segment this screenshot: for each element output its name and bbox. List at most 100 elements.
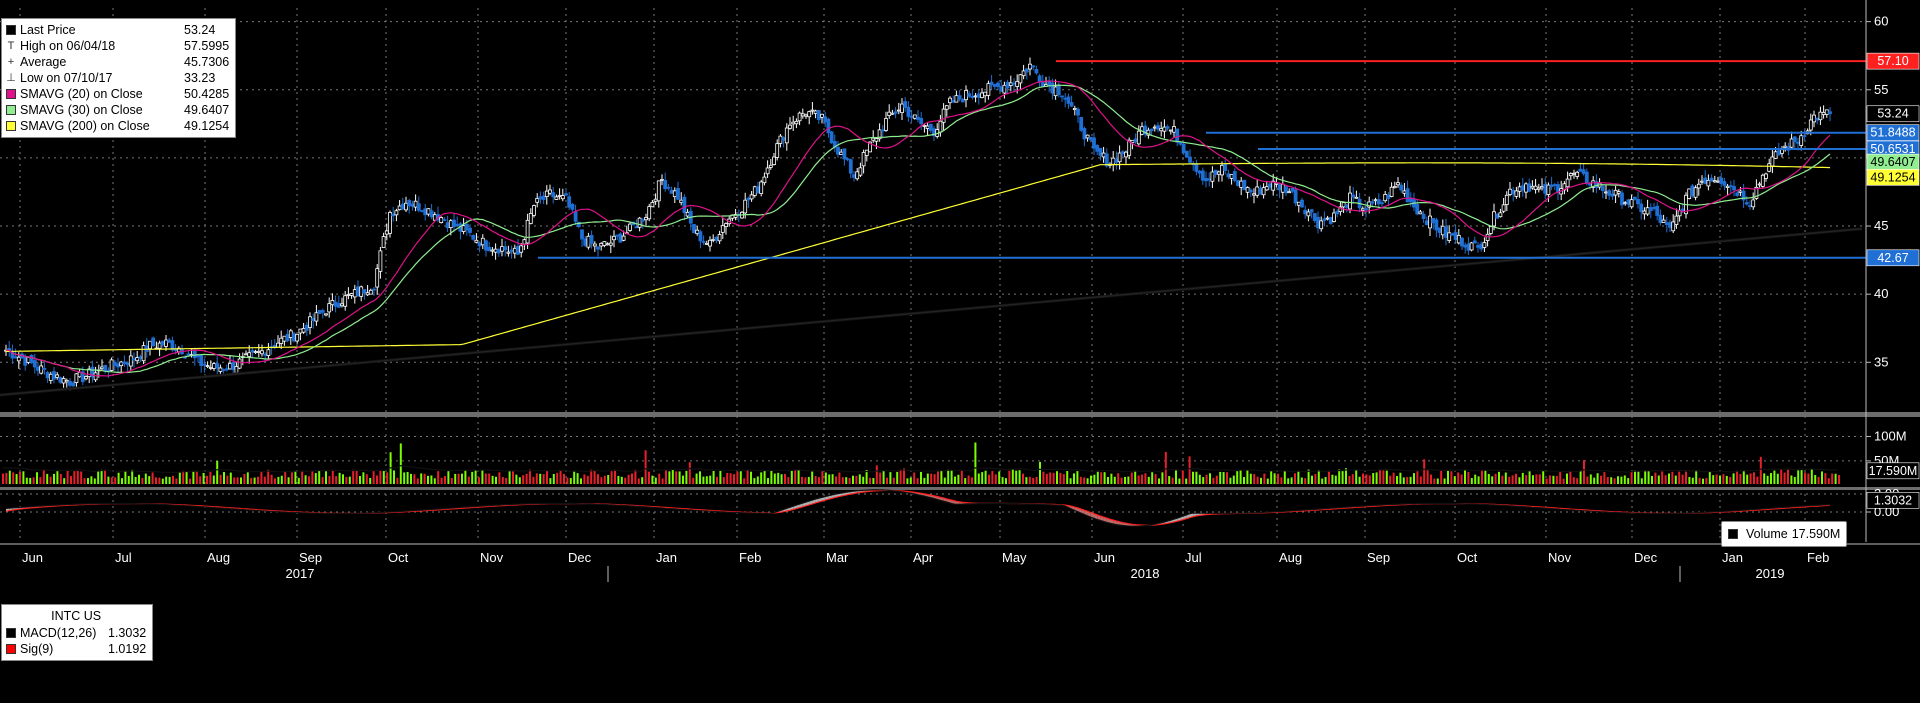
candle-body [746,197,751,201]
volume-bar [1273,473,1276,484]
volume-bar [32,477,35,484]
volume-bar [1766,475,1769,484]
volume-bar [1151,472,1154,484]
volume-bar [1807,473,1810,484]
candle-body [612,235,616,241]
volume-bar [430,475,433,484]
candle-body [1066,96,1071,104]
volume-bar [573,471,576,484]
volume-bar [729,473,732,484]
candle-body [621,235,626,241]
volume-bar [253,477,256,484]
volume-bar [1739,473,1742,484]
candle-body [528,213,533,224]
candle-body [618,233,623,243]
volume-bar [1277,473,1279,484]
candle-body [804,114,808,117]
volume-bar [1593,477,1596,484]
candle-body [1226,173,1231,178]
volume-bar [1338,469,1341,484]
volume-bar [1209,473,1211,484]
candle-body [1514,190,1519,197]
candle-body [564,193,568,196]
volume-bar [1484,470,1487,484]
candle-body [647,206,652,220]
candle-body [103,364,108,372]
candle-body [1095,145,1100,152]
volume-bar [756,476,759,484]
level-tag-box [1866,52,1920,70]
volume-bar [699,471,701,484]
candle-body [36,366,40,371]
candle-body [928,123,933,131]
candle-body [640,219,645,222]
candle-body [864,149,869,156]
volume-bar [270,474,273,484]
volume-bar [352,469,355,484]
month-label: Nov [1548,550,1572,565]
candle-body [1674,215,1679,225]
volume-bar [821,471,824,484]
macd-legend: INTC US MACD(12,26) 1.3032 Sig(9) 1.0192 [1,604,154,661]
volume-bar [15,474,18,484]
axes: 354045505560JunJulAugSepOctNovDecJanFebM… [0,0,1920,582]
candle-body [151,337,156,347]
legend-swatch [6,25,16,35]
volume-bar [1671,471,1674,484]
candle-body [1031,65,1036,68]
candle-body [215,363,220,369]
volume-bar [892,477,895,484]
volume-bar [1127,476,1130,484]
volume-bar [1382,470,1385,484]
volume-bar [277,476,280,484]
volume-bar [1596,473,1599,484]
volume-bar [1205,474,1208,484]
volume-bar [124,471,127,484]
candle-body [1076,108,1080,116]
candle-body [743,199,748,214]
candle-body [1783,145,1788,148]
candle-body [1789,138,1794,148]
volume-bar [362,472,365,484]
volume-bar [1185,478,1188,484]
volume-bar [420,473,423,484]
volume-bar [1787,469,1789,484]
candle-body [29,354,34,364]
volume-bar [1719,475,1721,484]
month-label: Feb [739,550,761,565]
candle-body [1079,117,1084,131]
volume-bar [294,470,297,484]
volume-bar [1678,471,1681,484]
candle-body [26,356,31,363]
volume-bar [1657,475,1660,484]
volume-bar [1222,472,1225,484]
volume-bar [957,474,960,484]
candle-body [583,238,588,246]
candle-body [170,340,175,351]
volume-bar [960,470,963,484]
candle-body [1719,177,1724,184]
candle-body [1223,163,1228,171]
candle-body [1005,81,1010,89]
volume-bar [1042,471,1045,484]
candle-body [676,188,680,200]
candle-body [480,237,485,246]
candle-body [1639,203,1644,213]
legend-row: SMAVG (30) on Close 49.6407 [6,102,229,118]
candle-body [589,234,594,244]
volume-bar [909,477,912,484]
candle-body [1335,211,1340,215]
month-label: Jan [1722,550,1743,565]
volume-bar [1076,471,1079,484]
candle-body [250,350,255,353]
candle-body [912,114,917,119]
candle-body [61,378,66,384]
candle-body [45,372,50,379]
volume-bar [641,477,644,484]
volume-bar [1368,475,1371,484]
candle-body [1568,173,1573,177]
candle-body [1162,126,1167,132]
volume-bar [1685,471,1687,484]
volume-bar [97,471,100,484]
volume-bar [1171,477,1174,484]
